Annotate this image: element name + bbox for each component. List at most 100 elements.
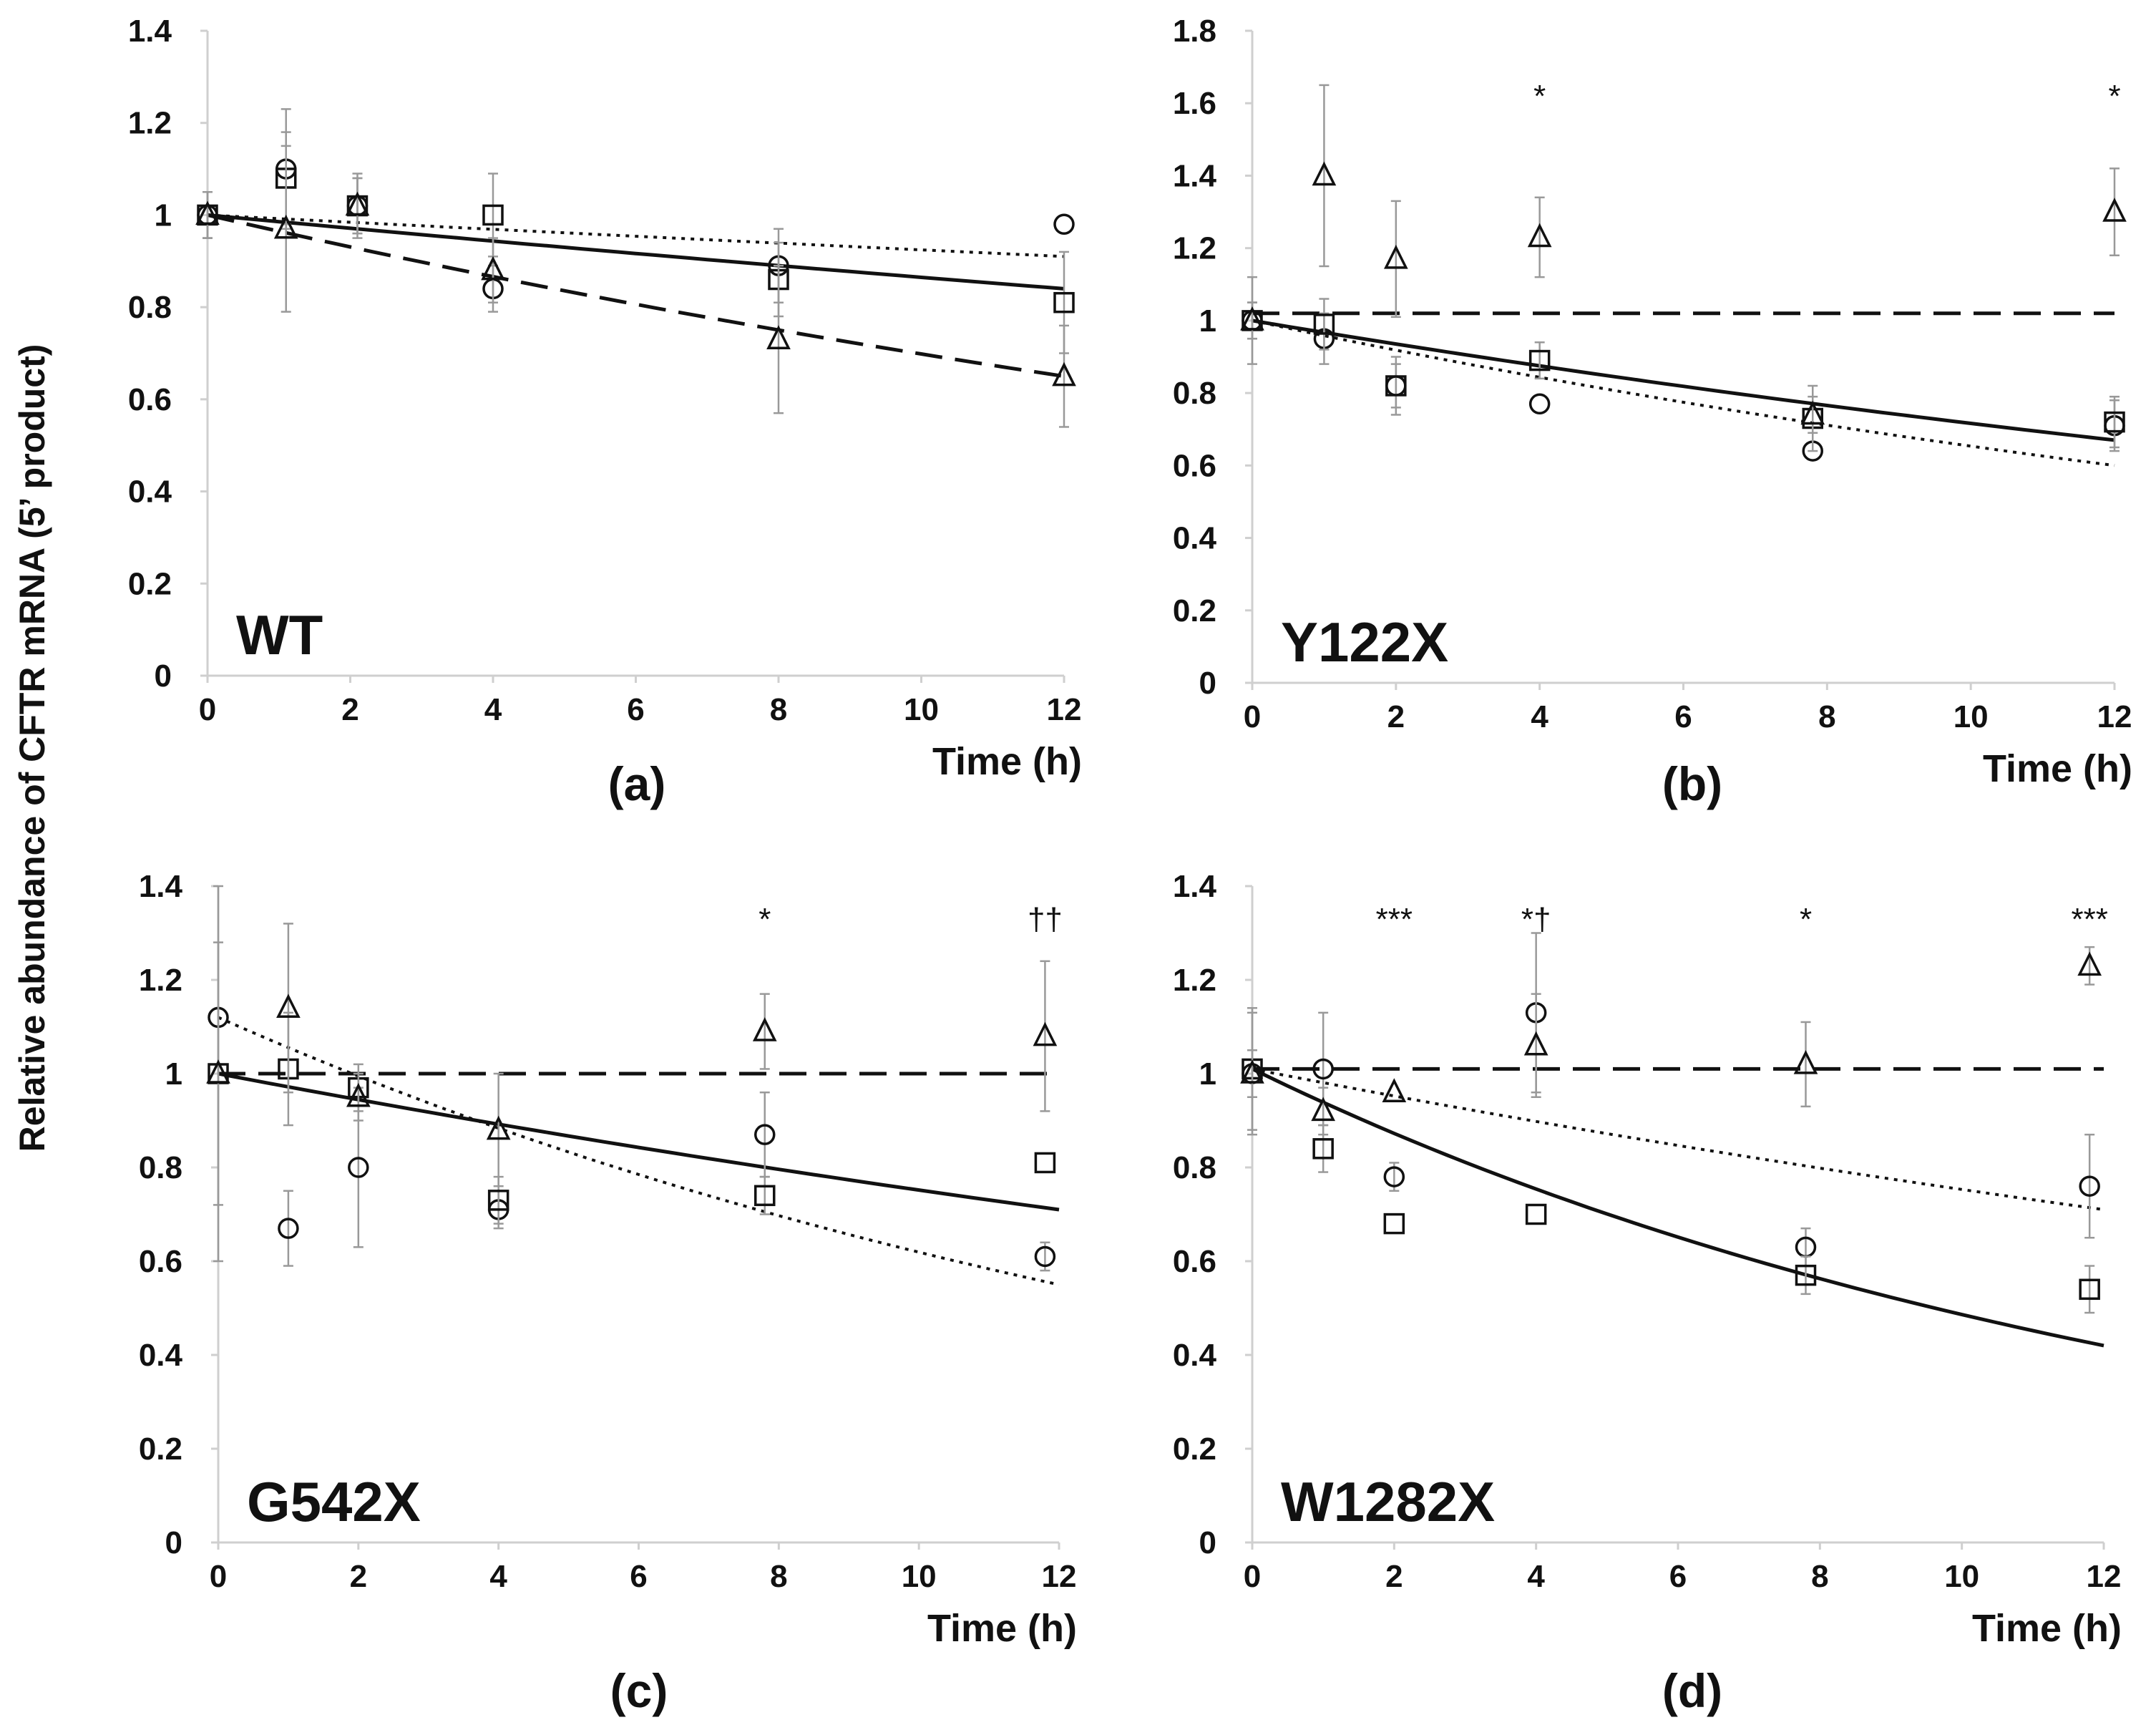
data-point-triangle: [1793, 1049, 1818, 1074]
significance-marker: *: [2108, 79, 2120, 114]
y-tick-label: 1.8: [1173, 14, 1216, 49]
panel-d: 0 0.2 0.4 0.6 0.8 1 1.2 1.4 0 2 4 6 8 10 12 Time (h) W12…: [1173, 869, 2122, 1717]
y-tick-label: 1: [1199, 303, 1216, 339]
y-tick-label: 0.2: [1173, 593, 1216, 628]
panel-title: WT: [236, 603, 323, 666]
data-point-square: [1053, 291, 1075, 314]
data-point-triangle: [195, 200, 220, 225]
fit-line-solid: [1251, 1067, 2104, 1348]
data-point-circle: [348, 1157, 369, 1178]
y-tick-label: 1.2: [1173, 231, 1216, 266]
fit-line-dotted: [207, 213, 1065, 258]
data-point-triangle: [276, 993, 301, 1019]
fit-line-dashed: [207, 213, 1065, 379]
y-tick-label: 0.6: [128, 382, 172, 417]
y-tick-label: 0.6: [1173, 1244, 1216, 1279]
x-tick-label: 2: [341, 692, 358, 727]
x-tick-label: 12: [2087, 1559, 2122, 1594]
fit-line-solid: [1252, 319, 2115, 442]
fit-line-solid: [207, 213, 1065, 291]
fit-line-dotted: [218, 1016, 1060, 1286]
y-tick-label: 1.2: [1173, 963, 1216, 998]
x-tick-label: 0: [1244, 1559, 1261, 1594]
data-point-triangle: [206, 1059, 230, 1084]
significance-marker: *: [758, 902, 771, 937]
y-tick-label: 0: [1199, 1525, 1216, 1560]
data-point-square: [1385, 375, 1407, 397]
panel-title: G542X: [247, 1470, 421, 1533]
x-tick-label: 4: [1531, 699, 1548, 734]
x-tick-label: 2: [1385, 1559, 1403, 1594]
data-point-circle: [1528, 393, 1551, 415]
y-tick-label: 1.4: [139, 869, 183, 904]
data-point-square: [487, 1190, 509, 1211]
x-tick-label: 12: [2097, 699, 2132, 734]
y-axis-label: Relative abundance of CFTR mRNA (5’ prod…: [12, 344, 52, 1152]
panel-a: 0 0.2 0.4 0.6 0.8 1 1.2 1.4 0 2 4 6 8 10 12 Time (h) WT (…: [128, 14, 1082, 810]
x-tick-label: 2: [1387, 699, 1405, 734]
y-tick-label: 0.2: [128, 566, 172, 601]
data-point-triangle: [1382, 1078, 1407, 1102]
significance-marker: *†: [1521, 902, 1551, 937]
panel-title: Y122X: [1281, 611, 1448, 674]
y-tick-label: 1: [165, 1056, 182, 1092]
x-tick-label: 6: [1669, 1559, 1687, 1594]
y-tick-label: 0.2: [1173, 1432, 1216, 1467]
x-axis-title: Time (h): [1972, 1607, 2122, 1650]
y-tick-label: 0.8: [139, 1150, 182, 1185]
x-tick-label: 12: [1042, 1559, 1077, 1594]
data-point-circle: [1053, 213, 1075, 235]
y-tick-label: 0.8: [1173, 376, 1216, 411]
data-point-triangle: [1800, 400, 1825, 425]
data-point-square: [2079, 1278, 2100, 1301]
data-point-circle: [1034, 1245, 1056, 1268]
data-point-triangle: [2102, 198, 2127, 222]
y-tick-label: 0.4: [128, 475, 172, 510]
data-point-triangle: [1523, 1031, 1548, 1056]
data-point-triangle: [1527, 223, 1552, 248]
y-tick-label: 1.2: [139, 963, 182, 998]
x-tick-label: 4: [489, 1559, 507, 1594]
data-point-square: [1313, 314, 1335, 335]
data-point-circle: [2079, 1175, 2100, 1197]
data-point-triangle: [346, 1082, 371, 1107]
data-point-square: [1383, 1213, 1405, 1235]
data-point-square: [482, 204, 504, 226]
fit-line-dotted: [1252, 1067, 2104, 1211]
fit-line-solid: [218, 1072, 1060, 1212]
y-tick-label: 1.4: [1173, 869, 1217, 904]
data-point-triangle: [1312, 161, 1337, 186]
x-tick-label: 10: [1953, 699, 1989, 734]
y-tick-label: 0: [155, 659, 172, 694]
y-tick-label: 0.6: [139, 1244, 182, 1279]
x-axis-title: Time (h): [932, 740, 1082, 783]
data-point-square: [1034, 1152, 1056, 1174]
data-point-triangle: [1240, 306, 1264, 331]
panel-title: W1282X: [1281, 1470, 1495, 1533]
x-tick-label: 8: [770, 1559, 787, 1594]
data-point-triangle: [1240, 1059, 1264, 1084]
data-point-square: [1528, 349, 1551, 371]
data-point-triangle: [481, 256, 505, 281]
panel-caption: (b): [1662, 757, 1722, 810]
y-tick-label: 1: [155, 198, 172, 233]
y-tick-label: 1: [1199, 1056, 1216, 1092]
y-tick-label: 1.6: [1173, 86, 1216, 121]
x-tick-label: 8: [1818, 699, 1835, 734]
x-tick-label: 10: [1944, 1559, 1979, 1594]
data-point-square: [1525, 1203, 1547, 1225]
x-tick-label: 2: [350, 1559, 367, 1594]
panel-caption: (d): [1662, 1664, 1722, 1717]
y-tick-label: 0.4: [1173, 521, 1217, 556]
x-tick-label: 6: [627, 692, 644, 727]
x-tick-label: 10: [902, 1559, 937, 1594]
fit-line-dotted: [1252, 319, 2115, 467]
data-point-triangle: [766, 325, 791, 349]
x-tick-label: 10: [904, 692, 939, 727]
panel-caption: (a): [608, 757, 666, 810]
significance-marker: *: [1533, 79, 1546, 114]
data-point-square: [754, 1185, 776, 1207]
x-tick-label: 4: [1527, 1559, 1545, 1594]
y-tick-label: 0.2: [139, 1432, 182, 1467]
